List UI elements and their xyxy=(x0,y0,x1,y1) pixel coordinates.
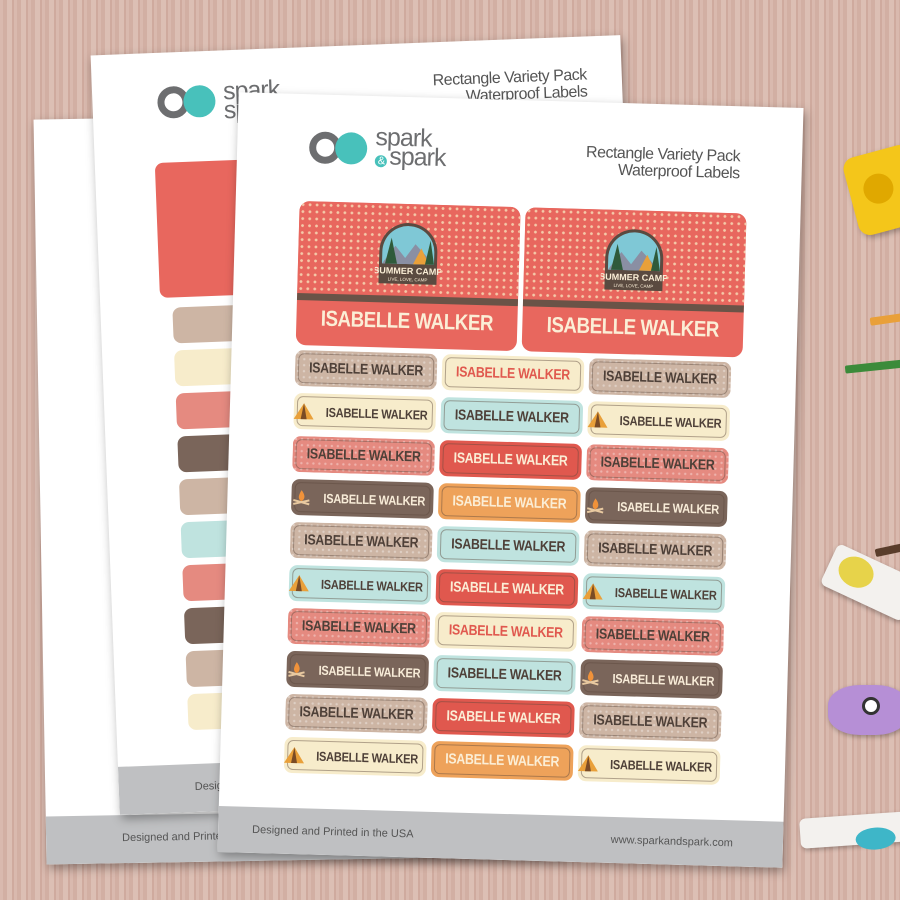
name-label-cream-tent: ISABELLE WALKER xyxy=(577,745,721,785)
name-label-tan: ISABELLE WALKER xyxy=(289,521,433,562)
campfire-icon xyxy=(584,496,606,515)
logo-mark-icon xyxy=(156,84,218,121)
name-label-mint-tent: ISABELLE WALKER xyxy=(288,564,432,605)
label-name-text: ISABELLE WALKER xyxy=(446,708,561,728)
tent-icon xyxy=(587,410,609,429)
label-name-text: ISABELLE WALKER xyxy=(450,536,566,556)
label-name-text: ISABELLE WALKER xyxy=(617,498,720,517)
label-name-text: ISABELLE WALKER xyxy=(619,412,722,431)
tent-icon xyxy=(283,746,305,765)
name-label-tan: ISABELLE WALKER xyxy=(284,693,428,734)
badge-subtitle: LIVE, LOVE, CAMP xyxy=(388,276,428,282)
label-name-text: ISABELLE WALKER xyxy=(320,305,494,336)
label-name-text: ISABELLE WALKER xyxy=(595,626,710,646)
name-label-red: ISABELLE WALKER xyxy=(439,440,583,480)
name-label-brown: ISABELLE WALKER xyxy=(584,487,728,528)
label-name-text: ISABELLE WALKER xyxy=(452,493,567,513)
pencil xyxy=(869,312,900,326)
badge-title: SUMMER CAMP xyxy=(374,265,442,277)
name-label-pink: ISABELLE WALKER xyxy=(586,444,729,485)
front-sheet: spark & spark Rectangle Variety Pack Waterp… xyxy=(217,92,804,868)
label-name-text: ISABELLE WALKER xyxy=(454,407,569,427)
tent-icon xyxy=(293,402,315,421)
footer-website-text: www.sparkandspark.com xyxy=(610,833,734,850)
large-name-label: SUMMER CAMP LIVE, LOVE, CAMP ISABELLE WA… xyxy=(295,201,521,352)
badge-title: SUMMER CAMP xyxy=(600,271,668,283)
label-name-text: ISABELLE WALKER xyxy=(602,368,718,388)
name-label-red: ISABELLE WALKER xyxy=(435,568,579,609)
label-name-text: ISABELLE WALKER xyxy=(612,670,715,689)
name-label-brown: ISABELLE WALKER xyxy=(580,659,723,699)
tent-icon xyxy=(582,582,604,601)
summer-camp-badge-icon: SUMMER CAMP LIVE, LOVE, CAMP xyxy=(600,229,668,292)
name-label-cream: ISABELLE WALKER xyxy=(434,611,578,652)
logo-mark-icon xyxy=(308,130,370,167)
name-label-pink: ISABELLE WALKER xyxy=(287,607,431,648)
label-name-text: ISABELLE WALKER xyxy=(320,576,424,595)
name-label-orange: ISABELLE WALKER xyxy=(430,740,574,781)
owl-clothespin xyxy=(799,811,900,851)
large-name-label: SUMMER CAMP LIVE, LOVE, CAMP ISABELLE WA… xyxy=(521,207,747,358)
campfire-icon xyxy=(579,668,601,687)
owl-clothespin xyxy=(828,685,900,735)
label-name-text: ISABELLE WALKER xyxy=(299,704,414,724)
summer-camp-badge-icon: SUMMER CAMP LIVE, LOVE, CAMP xyxy=(374,223,442,285)
logo: spark & spark xyxy=(308,123,447,173)
name-label-mint: ISABELLE WALKER xyxy=(436,525,580,566)
pencil xyxy=(844,358,900,374)
label-name-text: ISABELLE WALKER xyxy=(306,446,421,466)
name-label-cream-tent: ISABELLE WALKER xyxy=(293,392,437,433)
label-name-text: ISABELLE WALKER xyxy=(600,454,715,474)
label-name-text: ISABELLE WALKER xyxy=(546,311,720,342)
label-name-text: ISABELLE WALKER xyxy=(453,450,568,470)
label-name-text: ISABELLE WALKER xyxy=(449,579,565,599)
name-label-tan: ISABELLE WALKER xyxy=(588,358,732,399)
name-label-brown: ISABELLE WALKER xyxy=(290,478,434,519)
name-label-mint: ISABELLE WALKER xyxy=(440,397,584,437)
name-label-cream: ISABELLE WALKER xyxy=(441,354,585,395)
name-label-cream-tent: ISABELLE WALKER xyxy=(283,736,427,777)
name-label-brown: ISABELLE WALKER xyxy=(286,650,430,691)
logo-text: spark & spark xyxy=(374,123,446,173)
name-label-mint: ISABELLE WALKER xyxy=(433,654,577,695)
name-label-mint-tent: ISABELLE WALKER xyxy=(582,573,726,614)
label-name-text: ISABELLE WALKER xyxy=(316,748,419,767)
name-label-pink: ISABELLE WALKER xyxy=(292,435,436,476)
campfire-icon xyxy=(290,488,312,507)
label-name-text: ISABELLE WALKER xyxy=(301,618,416,638)
owl-clothespin xyxy=(819,543,900,622)
label-name-text: ISABELLE WALKER xyxy=(614,584,717,603)
label-name-text: ISABELLE WALKER xyxy=(318,662,421,681)
label-name-text: ISABELLE WALKER xyxy=(455,364,571,384)
badge-subtitle: LIVE, LOVE, CAMP xyxy=(614,283,654,289)
name-label-tan: ISABELLE WALKER xyxy=(583,530,727,571)
pencil xyxy=(874,540,900,558)
label-name-text: ISABELLE WALKER xyxy=(448,622,563,642)
pencil-sharpener xyxy=(840,142,900,238)
name-label-pink: ISABELLE WALKER xyxy=(581,616,725,657)
label-name-text: ISABELLE WALKER xyxy=(308,360,424,380)
name-label-tan: ISABELLE WALKER xyxy=(578,702,722,742)
label-name-text: ISABELLE WALKER xyxy=(444,751,560,771)
label-name-text: ISABELLE WALKER xyxy=(325,404,428,423)
label-name-text: ISABELLE WALKER xyxy=(323,490,426,509)
campfire-icon xyxy=(286,660,308,679)
tent-icon xyxy=(577,754,599,773)
name-label-red: ISABELLE WALKER xyxy=(431,697,575,738)
label-name-text: ISABELLE WALKER xyxy=(593,712,708,732)
sheet-title: Rectangle Variety Pack Waterproof Labels xyxy=(585,143,741,183)
label-name-text: ISABELLE WALKER xyxy=(447,665,562,685)
footer-left-text: Designed and Printed in the USA xyxy=(251,823,414,841)
label-name-text: ISABELLE WALKER xyxy=(610,756,713,775)
name-label-orange: ISABELLE WALKER xyxy=(437,483,581,523)
label-name-text: ISABELLE WALKER xyxy=(597,540,713,560)
tent-icon xyxy=(288,574,310,593)
name-label-cream-tent: ISABELLE WALKER xyxy=(587,401,731,442)
name-label-tan: ISABELLE WALKER xyxy=(294,349,438,390)
label-name-text: ISABELLE WALKER xyxy=(304,532,419,552)
